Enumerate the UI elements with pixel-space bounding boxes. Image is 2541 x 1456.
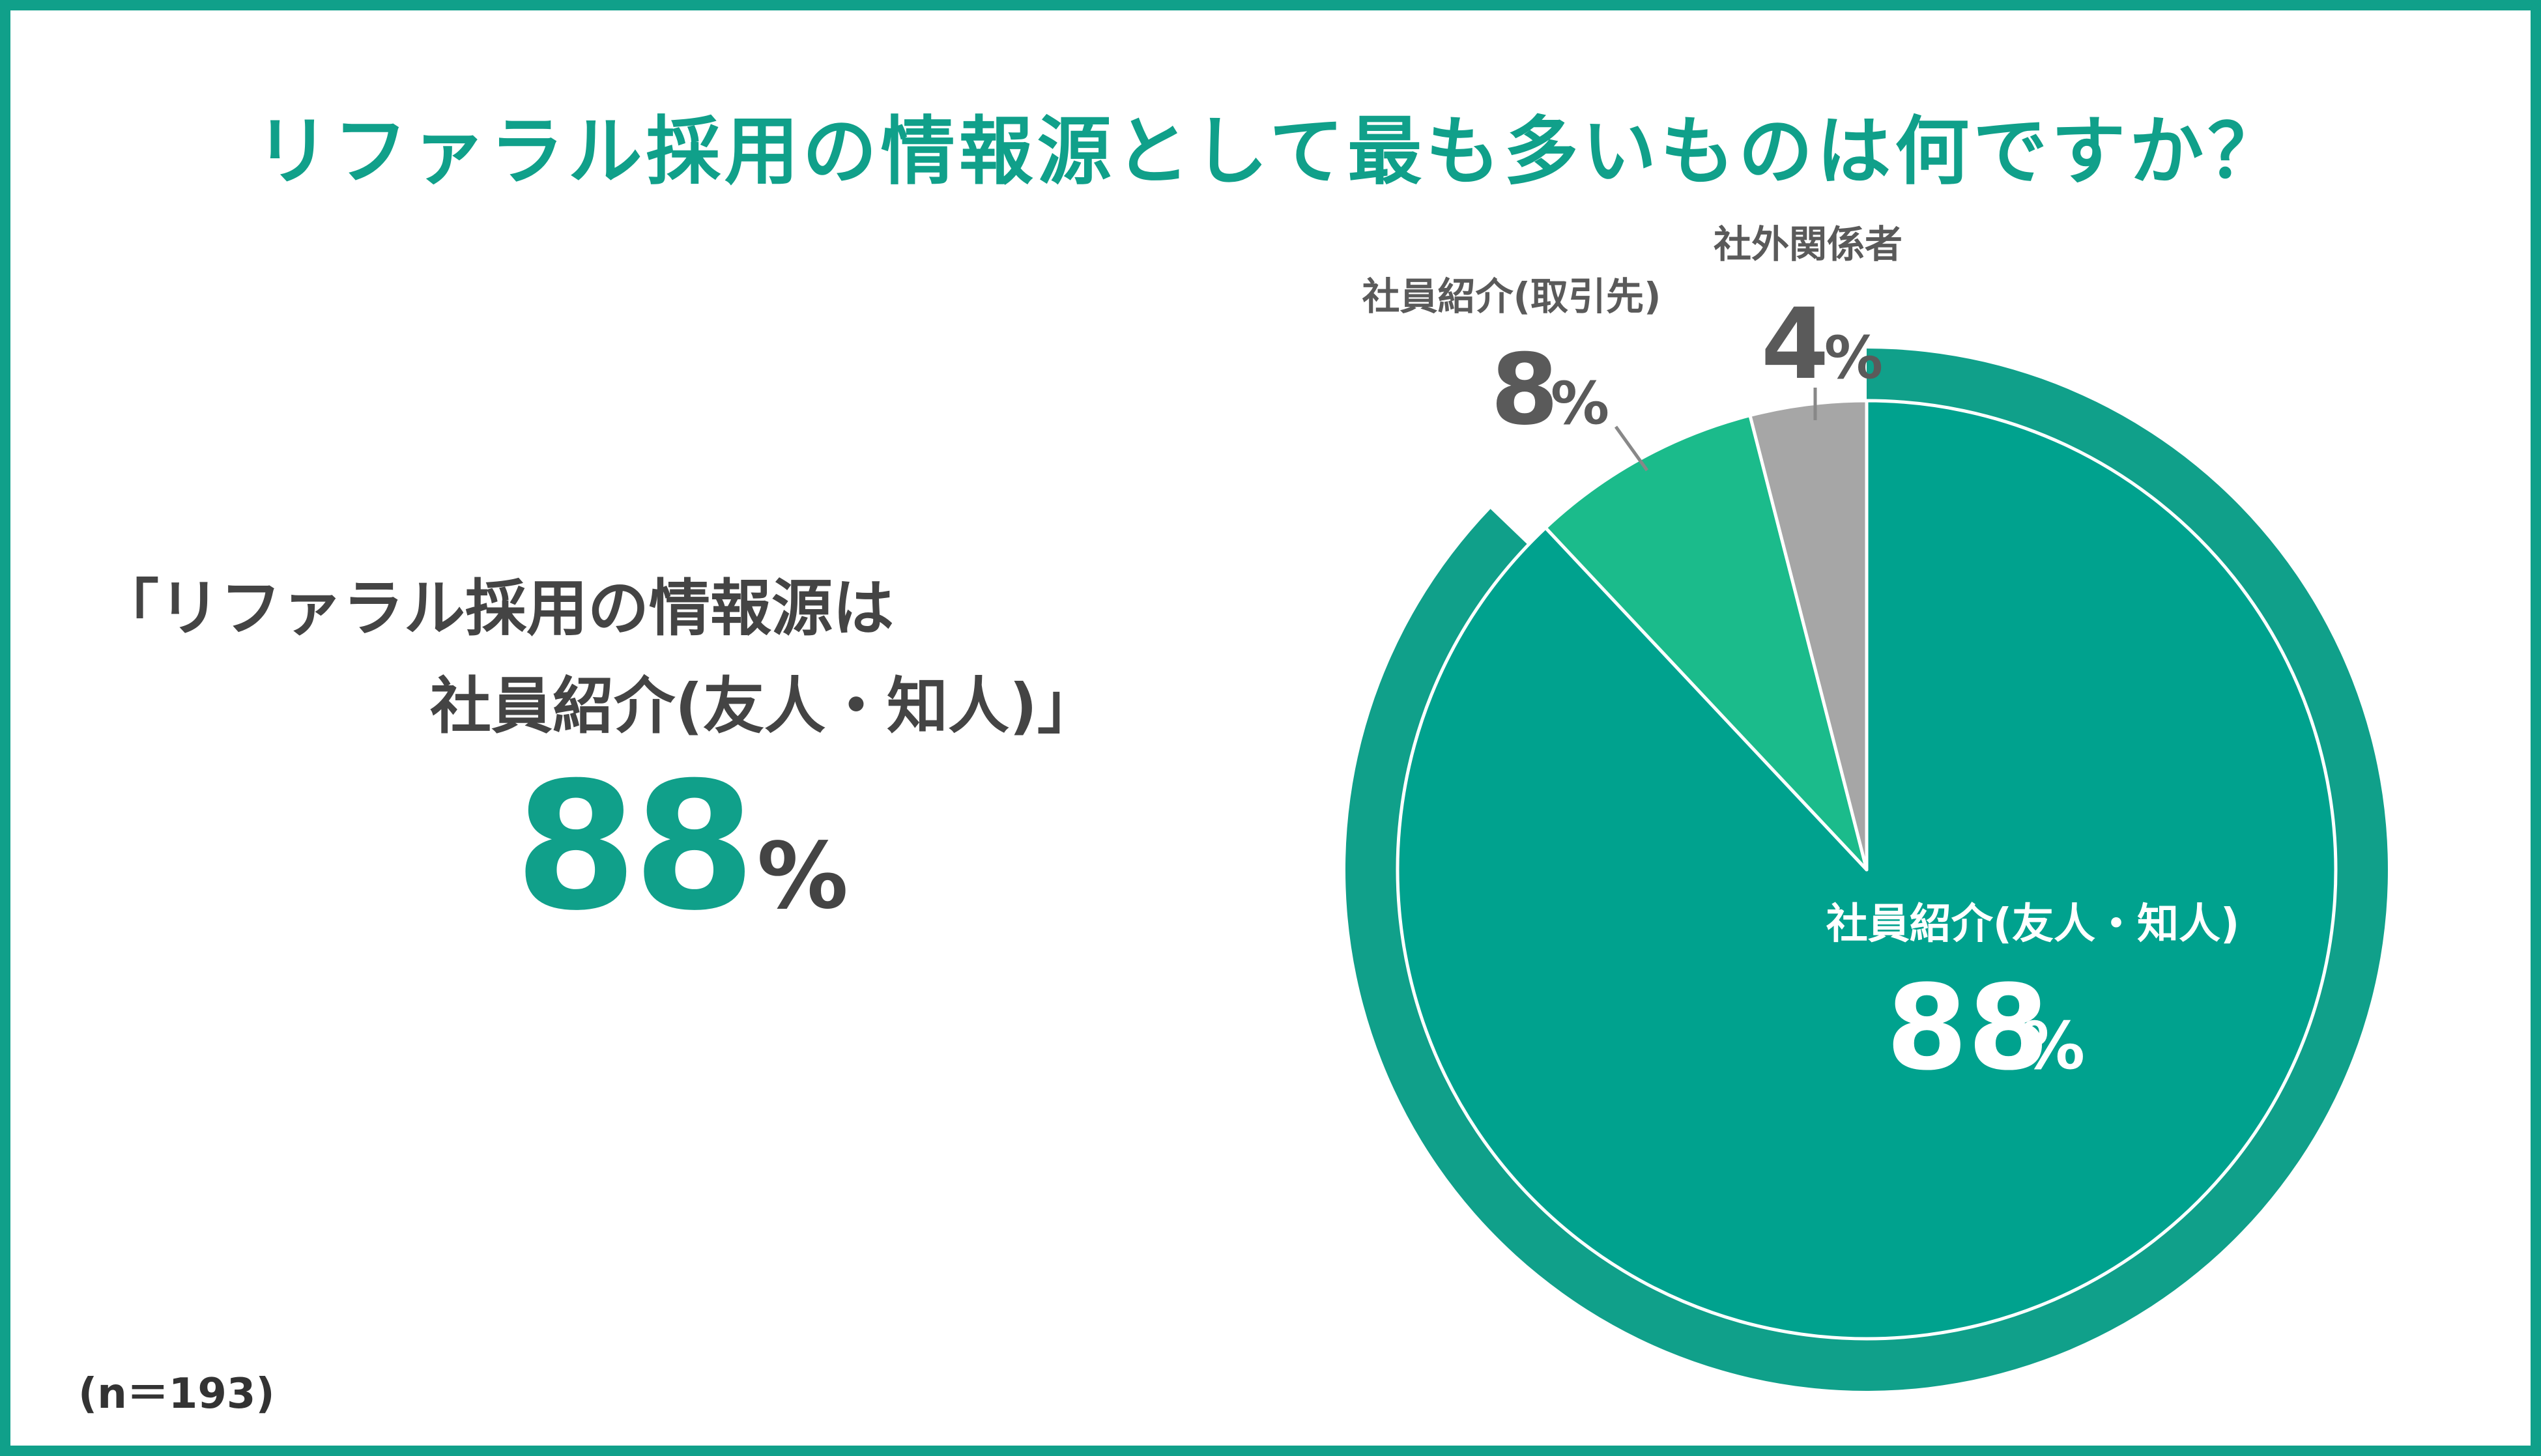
highlight-line-2: 社員紹介(友人・知人)」: [430, 671, 1098, 742]
chart-title: リファラル採用の情報源として最も多いものは何ですか？: [255, 108, 2286, 195]
slice-external-parties: [1748, 399, 1869, 872]
data-label-second-unit: %: [1551, 369, 1609, 438]
highlight-line-1: 「リファラル採用の情報源は: [98, 573, 895, 644]
highlight-number: 88: [515, 744, 756, 949]
highlight-value: 88%: [515, 759, 848, 935]
data-label-third-value: 4: [1761, 288, 1829, 401]
highlight-headline: 「リファラル採用の情報源は 社員紹介(友人・知人)」: [98, 560, 1205, 756]
data-label-third-category: 社外関係者: [1714, 222, 1902, 266]
leader-line-second: [1614, 425, 1649, 472]
data-label-main-value: 88: [1886, 960, 2050, 1096]
data-label-second-value: 8: [1491, 334, 1558, 447]
data-label-main-category: 社員紹介(友人・知人): [1826, 900, 2240, 949]
data-label-third-unit: %: [1824, 324, 1883, 392]
sample-size: (n＝193): [78, 1370, 275, 1418]
data-label-main-unit: %: [2020, 1008, 2085, 1084]
highlight-percent-sign: %: [756, 823, 849, 930]
data-label-second-category: 社員紹介(取引先): [1362, 274, 1661, 319]
